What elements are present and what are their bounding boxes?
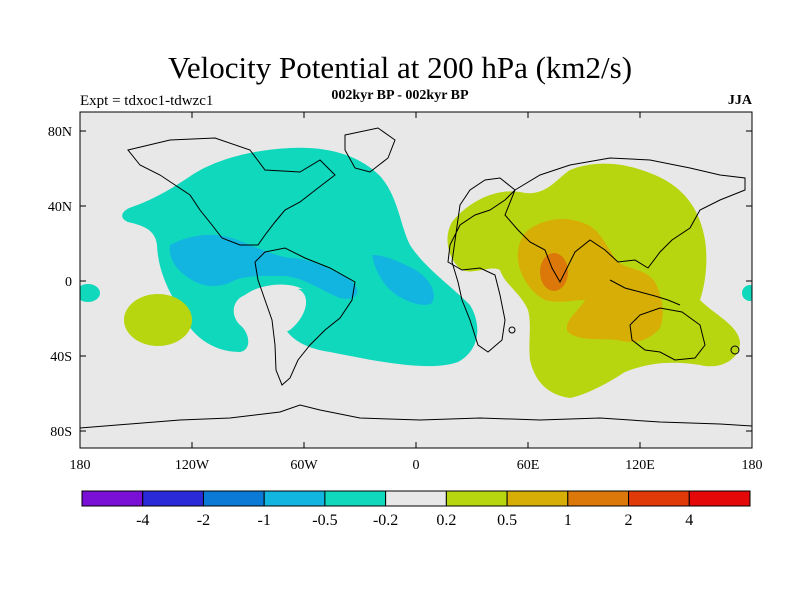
colorbar-label: 0.5: [497, 512, 517, 529]
colorbar-swatch: [567, 490, 630, 507]
colorbar-label: 2: [625, 512, 633, 529]
x-tick-label: 120E: [625, 458, 655, 473]
positive-strong-region: [517, 218, 663, 342]
x-tick-label: 60W: [290, 458, 318, 473]
negative-region: [122, 147, 478, 367]
x-tick-label: 180: [70, 458, 91, 473]
x-tick-label: 0: [413, 458, 420, 473]
europe-africa-coast: [447, 177, 516, 353]
colorbar-swatch: [628, 490, 690, 507]
y-axis: [80, 130, 752, 432]
north-america-coast: [127, 137, 336, 246]
x-tick-label: 120W: [175, 458, 210, 473]
colorbar: [81, 490, 751, 507]
x-tick-label: 60E: [517, 458, 540, 473]
colorbar-swatch: [202, 490, 265, 507]
colorbar-swatch: [324, 490, 387, 507]
colorbar-swatch: [142, 490, 204, 507]
map-subtitle: 002kyr BP - 002kyr BP: [331, 88, 469, 103]
negative-patch-east: [742, 285, 752, 301]
y-tick-label: 80S: [50, 425, 72, 440]
colorbar-label: 1: [564, 512, 572, 529]
colorbar-swatch: [81, 490, 144, 507]
australia-coast: [629, 307, 706, 361]
colorbar-label: -2: [197, 512, 210, 529]
neutral-hole: [240, 285, 307, 334]
colorbar-swatch: [445, 490, 508, 507]
south-america-coast: [254, 247, 356, 386]
colorbar-label: -1: [258, 512, 271, 529]
coastlines: [80, 127, 752, 429]
greenland-coast: [344, 127, 396, 173]
colorbar-swatch: [688, 490, 751, 507]
y-tick-label: 40N: [48, 200, 72, 215]
contour-fields: [80, 147, 752, 398]
new-zealand-coast: [730, 345, 740, 355]
antarctica-coast: [80, 404, 752, 429]
positive-patch-pacific: [124, 294, 192, 346]
colorbar-swatch: [385, 490, 447, 507]
colorbar-label: 0.2: [436, 512, 456, 529]
negative-strong-region: [169, 234, 358, 299]
colorbar-swatch: [263, 490, 326, 507]
x-axis: [191, 112, 641, 448]
season-label: JJA: [727, 93, 752, 108]
experiment-label: Expt = tdxoc1-tdwzc1: [80, 93, 214, 109]
colorbar-label: -4: [136, 512, 149, 529]
colorbar-label: -0.2: [373, 512, 398, 529]
colorbar-label: -0.5: [312, 512, 337, 529]
negative-strong-region-2: [372, 255, 434, 305]
map-title: Velocity Potential at 200 hPa (km2/s): [167, 50, 633, 85]
colorbar-label: 4: [685, 512, 693, 529]
y-tick-label: 80N: [48, 125, 72, 140]
madagascar-coast: [508, 326, 516, 334]
maritime-continent-coast: [609, 279, 681, 306]
colorbar-swatch: [506, 490, 569, 507]
x-tick-label: 180: [742, 458, 763, 473]
asia-coast: [504, 157, 746, 284]
negative-patch-west: [80, 284, 100, 302]
y-tick-label: 40S: [50, 350, 72, 365]
y-tick-label: 0: [65, 275, 72, 290]
